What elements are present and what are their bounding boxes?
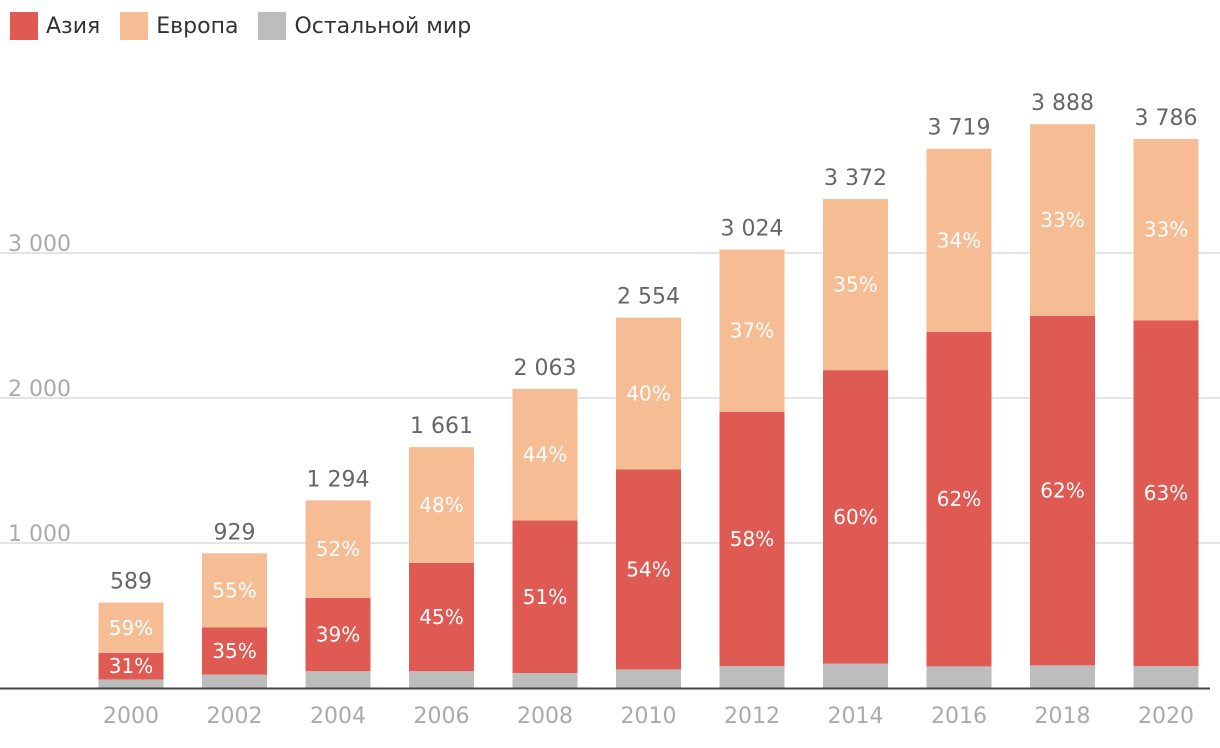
- bar-segment-asia: [1133, 320, 1199, 667]
- bar-segment-asia: [719, 411, 785, 667]
- legend-label-rest: Остальной мир: [294, 13, 472, 39]
- bar-segment-rest: [1133, 666, 1199, 688]
- x-tick-label: 2008: [517, 704, 573, 729]
- bars: [98, 124, 1199, 688]
- segment-share-label: 39%: [316, 623, 360, 647]
- bar-segment-rest: [98, 679, 164, 688]
- legend-item-europe: Европа: [120, 12, 238, 40]
- segment-share-label: 55%: [212, 578, 256, 602]
- segment-share-label: 59%: [109, 616, 153, 640]
- bar-segment-europe: [305, 500, 371, 598]
- bar-segment-rest: [1030, 665, 1095, 688]
- legend-label-europe: Европа: [156, 13, 239, 39]
- x-tick-label: 2018: [1035, 704, 1091, 729]
- bar-segment-europe: [1133, 139, 1199, 321]
- bar-segment-asia: [1030, 315, 1095, 666]
- legend-item-rest: Остальной мир: [258, 12, 471, 40]
- bar-segment-europe: [202, 553, 267, 628]
- segment-share-label: 37%: [730, 319, 774, 343]
- data-labels: 31% 59% 589 35% 55% 929 39% 52% 1 294 45% 48% 1 661…: [109, 91, 1198, 678]
- total-label: 3 372: [824, 166, 887, 191]
- bar-segment-rest: [409, 671, 474, 688]
- y-tick-label: 3 000: [8, 232, 71, 257]
- x-axis: 2000 2002 2004 2006 2008 2010 2012 2014 2016 2018…: [0, 687, 1210, 729]
- segment-share-label: 31%: [109, 654, 153, 678]
- bar-segment-rest: [616, 669, 681, 688]
- legend: Азия Европа Остальной мир: [10, 12, 491, 40]
- segment-share-label: 54%: [626, 557, 670, 581]
- segment-share-label: 63%: [1144, 481, 1188, 505]
- grid: 1 000 2 000 3 000: [0, 232, 1220, 547]
- total-label: 1 294: [307, 467, 370, 492]
- x-tick-label: 2014: [828, 704, 884, 729]
- bar-segment-asia: [202, 627, 267, 675]
- segment-share-label: 35%: [833, 273, 877, 297]
- x-tick-label: 2002: [207, 704, 263, 729]
- segment-share-label: 62%: [937, 487, 981, 511]
- bar-segment-asia: [616, 469, 681, 670]
- legend-label-asia: Азия: [46, 13, 101, 39]
- bar-segment-europe: [409, 447, 474, 563]
- total-label: 2 554: [617, 285, 680, 310]
- bar-segment-rest: [926, 666, 992, 688]
- bar-segment-asia: [926, 332, 992, 667]
- bar-segment-rest: [202, 674, 267, 688]
- bar-segment-rest: [719, 666, 785, 688]
- total-label: 3 024: [721, 217, 784, 242]
- segment-share-label: 52%: [316, 537, 360, 561]
- x-tick-label: 2012: [724, 704, 780, 729]
- bar-segment-rest: [305, 671, 371, 688]
- total-label: 1 661: [410, 414, 473, 439]
- segment-share-label: 33%: [1144, 218, 1188, 242]
- total-label: 2 063: [514, 356, 577, 381]
- bar-segment-europe: [823, 199, 888, 371]
- bar-segment-asia: [512, 520, 578, 674]
- segment-share-label: 58%: [730, 527, 774, 551]
- total-label: 589: [110, 570, 152, 595]
- bar-segment-asia: [305, 597, 371, 672]
- bar-segment-europe: [1030, 124, 1095, 316]
- bar-segment-rest: [512, 673, 578, 688]
- y-tick-label: 2 000: [8, 377, 71, 402]
- x-tick-label: 2010: [621, 704, 677, 729]
- bar-segment-europe: [926, 148, 992, 333]
- segment-share-label: 48%: [419, 493, 463, 517]
- total-label: 3 719: [928, 116, 991, 141]
- total-label: 3 888: [1031, 91, 1094, 116]
- total-label: 929: [214, 520, 256, 545]
- segment-share-label: 51%: [523, 585, 567, 609]
- bar-segment-asia: [823, 370, 888, 664]
- segment-share-label: 60%: [833, 505, 877, 529]
- x-tick-label: 2006: [414, 704, 470, 729]
- segment-share-label: 33%: [1040, 208, 1084, 232]
- bar-segment-europe: [98, 602, 164, 653]
- x-tick-label: 2000: [103, 704, 159, 729]
- bar-segment-europe: [719, 249, 785, 412]
- x-tick-label: 2020: [1138, 704, 1194, 729]
- segment-share-label: 44%: [523, 443, 567, 467]
- bar-segment-europe: [512, 388, 578, 521]
- segment-share-label: 35%: [212, 639, 256, 663]
- segment-share-label: 45%: [419, 605, 463, 629]
- segment-share-label: 40%: [626, 382, 670, 406]
- total-label: 3 786: [1135, 106, 1198, 131]
- legend-swatch-asia: [10, 12, 38, 40]
- bar-segment-europe: [616, 317, 681, 470]
- x-tick-label: 2016: [931, 704, 987, 729]
- x-tick-label: 2004: [310, 704, 366, 729]
- legend-item-asia: Азия: [10, 12, 100, 40]
- y-tick-label: 1 000: [8, 522, 71, 547]
- legend-swatch-europe: [120, 12, 149, 40]
- segment-share-label: 34%: [937, 228, 981, 252]
- legend-swatch-rest: [258, 12, 287, 40]
- bar-segment-asia: [98, 652, 164, 680]
- segment-share-label: 62%: [1040, 479, 1084, 503]
- bar-segment-rest: [823, 663, 888, 688]
- bar-segment-asia: [409, 562, 474, 672]
